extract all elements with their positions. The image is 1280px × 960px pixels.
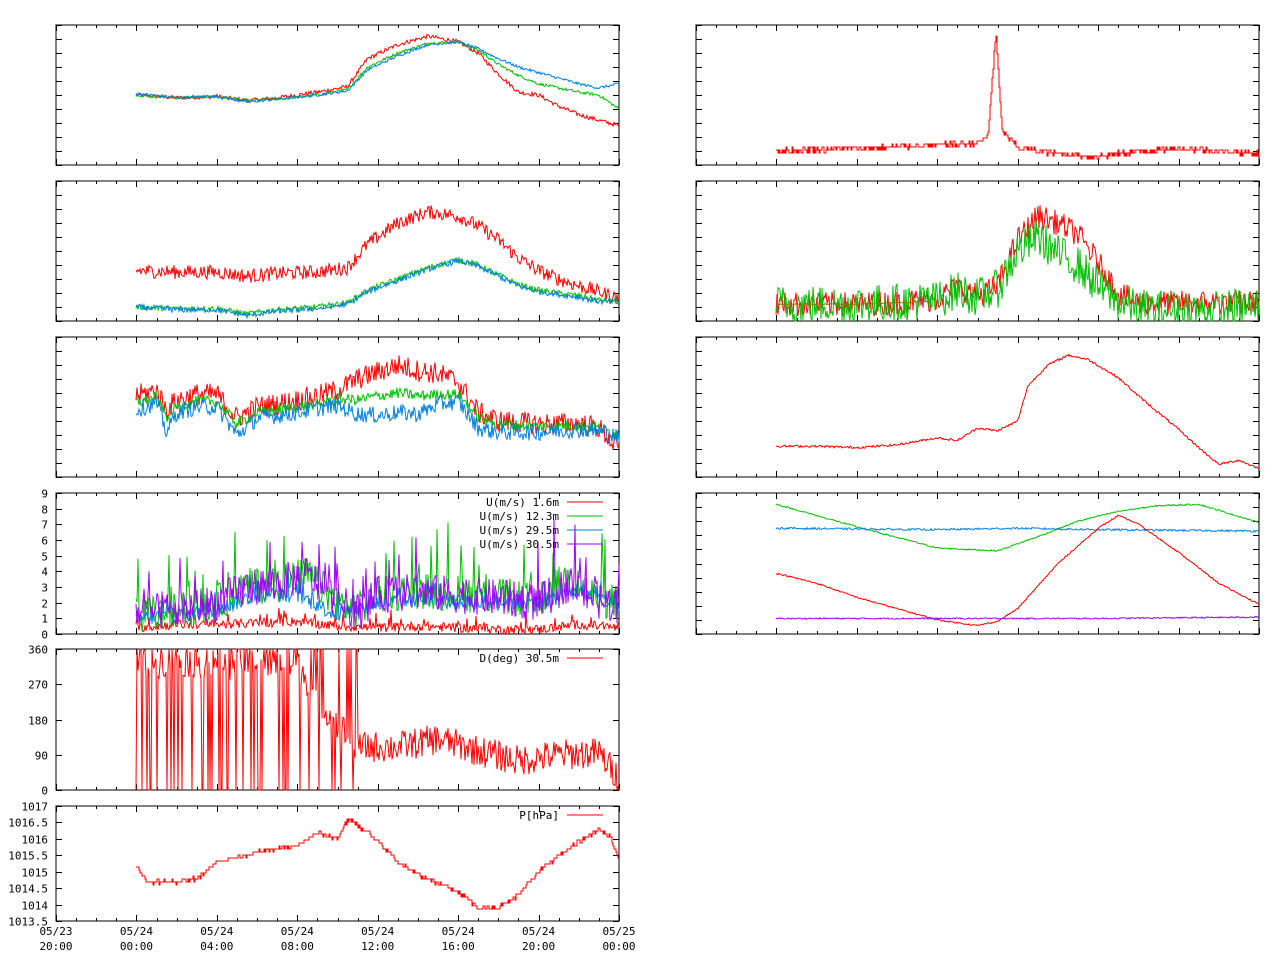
chart-L2 xyxy=(55,180,620,322)
series-line-green xyxy=(775,220,1260,323)
y-tick-label: 1016 xyxy=(22,834,49,847)
series-line-purple xyxy=(775,615,1260,620)
x-tick-label-date: 05/24 xyxy=(442,925,475,938)
y-tick-label: 0 xyxy=(41,629,48,642)
y-tick-label: 9 xyxy=(41,488,48,501)
y-tick-label: 270 xyxy=(28,679,48,692)
series-line-olive xyxy=(775,300,929,306)
chart-L1 xyxy=(55,24,620,166)
series-line-purple xyxy=(135,519,620,630)
x-tick-label-date: 05/24 xyxy=(361,925,394,938)
y-tick-label: 1017 xyxy=(22,801,49,814)
y-tick-label: 90 xyxy=(35,750,48,763)
chart-R1 xyxy=(695,24,1260,166)
x-tick-label-date: 05/24 xyxy=(200,925,233,938)
y-tick-label: 1013.5 xyxy=(8,916,48,929)
y-tick-label: 7 xyxy=(41,519,48,532)
chart-R3 xyxy=(695,336,1260,478)
plot-frame xyxy=(55,648,620,791)
y-tick-label: 4 xyxy=(41,566,48,579)
series-line-red xyxy=(775,353,1260,470)
x-tick-label-time: 08:00 xyxy=(281,940,314,953)
x-tick-label-time: 00:00 xyxy=(120,940,153,953)
chart-L6: 1013.5 1014 1014.5 1015 1015.5 1016 1016.5 1017… xyxy=(8,801,620,929)
series-line-red xyxy=(135,607,620,636)
y-tick-label: 5 xyxy=(41,551,48,564)
x-tick-label-date: 05/25 xyxy=(602,925,635,938)
series-line-red xyxy=(136,818,619,910)
y-tick-label: 1014.5 xyxy=(8,883,48,896)
y-tick-label: 8 xyxy=(41,504,48,517)
x-tick-label-date: 05/24 xyxy=(522,925,555,938)
y-tick-label: 0 xyxy=(41,785,48,798)
y-tick-label: 1 xyxy=(41,613,48,626)
y-tick-label: 1015.5 xyxy=(8,850,48,863)
chart-R2 xyxy=(695,180,1260,323)
y-tick-label: 3 xyxy=(41,582,48,595)
chart-L3 xyxy=(55,336,620,478)
plot-frame xyxy=(695,336,1260,478)
legend-label: P[hPa] xyxy=(519,809,559,822)
series-line-red xyxy=(135,648,620,791)
x-tick-label-time: 00:00 xyxy=(602,940,635,953)
y-tick-label: 1014 xyxy=(22,900,49,913)
x-tick-label-time: 16:00 xyxy=(442,940,475,953)
x-tick-label-date: 05/24 xyxy=(281,925,314,938)
plot-frame xyxy=(55,180,620,322)
legend-label: U(m/s) 29.5m xyxy=(480,524,560,537)
series-line-blue xyxy=(135,40,620,104)
x-tick-label-time: 20:00 xyxy=(39,940,72,953)
series-line-red xyxy=(135,205,620,304)
series-line-blue xyxy=(135,394,620,444)
x-tick-label-date: 05/23 xyxy=(39,925,72,938)
y-tick-label: 6 xyxy=(41,535,48,548)
chart-L5: 0 90 180 270 360 D(deg) 30.5m xyxy=(28,644,620,798)
legend-label: U(m/s) 30.5m xyxy=(480,538,560,551)
plot-frame xyxy=(55,805,620,922)
series-line-green xyxy=(775,503,1260,552)
plot-frame xyxy=(55,492,620,635)
y-tick-label: 360 xyxy=(28,644,48,657)
y-tick-label: 1015 xyxy=(22,867,49,880)
series-line-red xyxy=(776,35,1260,160)
plot-frame xyxy=(695,492,1260,635)
chart-R4 xyxy=(695,492,1260,635)
legend-label: U(m/s) 12.3m xyxy=(480,510,560,523)
x-tick-label-date: 05/24 xyxy=(120,925,153,938)
x-tick-label-time: 04:00 xyxy=(200,940,233,953)
y-tick-label: 2 xyxy=(41,598,48,611)
series-line-red xyxy=(135,33,620,128)
y-tick-label: 1016.5 xyxy=(8,817,48,830)
legend-label: U(m/s) 1.6m xyxy=(486,496,559,509)
y-tick-label: 180 xyxy=(28,715,48,728)
series-line-red xyxy=(135,355,620,450)
x-tick-label-time: 12:00 xyxy=(361,940,394,953)
series-line-blue xyxy=(775,526,1260,533)
legend-label: D(deg) 30.5m xyxy=(480,652,560,665)
x-tick-label-time: 20:00 xyxy=(522,940,555,953)
series-line-red xyxy=(775,514,1260,626)
series-line-blue xyxy=(135,257,620,320)
